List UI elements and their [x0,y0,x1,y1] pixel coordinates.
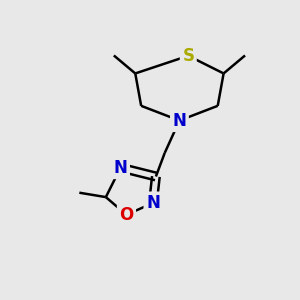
Text: O: O [119,206,134,224]
Text: N: N [114,159,128,177]
Text: N: N [172,112,186,130]
Text: N: N [146,194,160,212]
Text: S: S [182,47,194,65]
